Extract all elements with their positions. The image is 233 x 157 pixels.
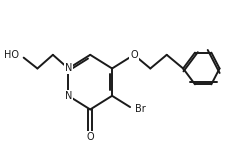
Text: N: N (65, 63, 72, 73)
Text: O: O (86, 132, 94, 142)
Text: HO: HO (4, 50, 19, 60)
Text: Br: Br (135, 104, 146, 114)
Text: N: N (65, 91, 72, 101)
Text: O: O (130, 50, 138, 60)
